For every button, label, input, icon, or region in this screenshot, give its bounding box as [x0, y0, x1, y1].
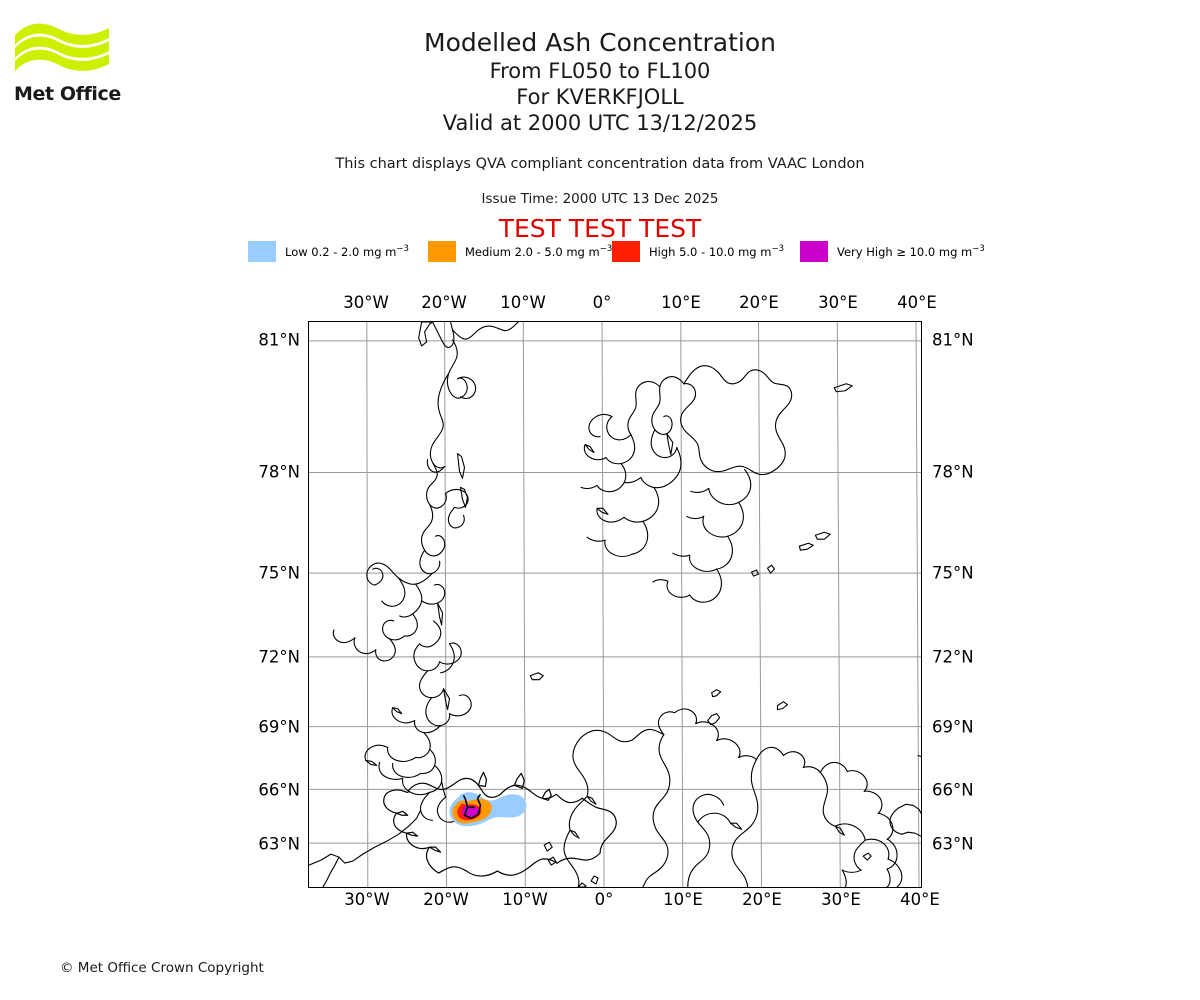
- gridline-lon-0°: [601, 322, 605, 887]
- lat-tick-right-69°N: 69°N: [932, 717, 974, 737]
- page-title: Modelled Ash Concentration: [424, 28, 776, 57]
- lat-tick-right-66°N: 66°N: [932, 780, 974, 800]
- gridline-lon-30°E: [836, 322, 841, 887]
- concentration-legend: Low 0.2 - 2.0 mg m−3 Medium 2.0 - 5.0 mg …: [0, 238, 1200, 264]
- lon-tick-top-20°E: 20°E: [739, 293, 779, 312]
- lat-tick-right-78°N: 78°N: [932, 462, 974, 482]
- legend-label-very-high: Very High ≥ 10.0 mg m−3: [837, 243, 985, 259]
- lat-tick-left-69°N: 69°N: [258, 717, 300, 737]
- coastline-shetland: [577, 875, 599, 887]
- legend-item-high: High 5.0 - 10.0 mg m−3: [612, 238, 784, 264]
- legend-swatch-high: [612, 240, 640, 262]
- ash-plume-contours: [449, 792, 527, 827]
- copyright-notice: © Met Office Crown Copyright: [60, 960, 264, 976]
- coastline-iceland: [383, 771, 617, 877]
- issue-time: Issue Time: 2000 UTC 13 Dec 2025: [481, 191, 719, 207]
- lat-tick-left-66°N: 66°N: [258, 780, 300, 800]
- map-plot-area[interactable]: [308, 321, 922, 888]
- coastline-greenland: [309, 322, 519, 887]
- legend-swatch-very-high: [800, 240, 828, 262]
- coastline-bear-island: [750, 569, 760, 577]
- lon-tick-bottom-20°W: 20°W: [423, 890, 469, 909]
- met-office-logo: Met Office: [14, 22, 134, 117]
- gridline-lon-10°E: [680, 322, 684, 887]
- lat-tick-left-72°N: 72°N: [258, 647, 300, 667]
- coastline-jan-mayen: [529, 672, 544, 681]
- lon-tick-top-30°E: 30°E: [818, 293, 858, 312]
- coastline-svalbard: [580, 365, 853, 603]
- lat-tick-left-75°N: 75°N: [258, 563, 300, 583]
- lon-tick-top-20°W: 20°W: [421, 293, 467, 312]
- test-banner: TEST TEST TEST: [498, 214, 702, 243]
- lat-tick-right-72°N: 72°N: [932, 647, 974, 667]
- lon-tick-bottom-0°: 0°: [594, 890, 614, 909]
- lon-tick-bottom-10°E: 10°E: [663, 890, 703, 909]
- lat-tick-right-75°N: 75°N: [932, 563, 974, 583]
- lon-tick-top-30°W: 30°W: [343, 293, 389, 312]
- legend-label-high: High 5.0 - 10.0 mg m−3: [649, 243, 784, 259]
- gridline-lon-40°E: [915, 322, 920, 887]
- lon-tick-bottom-20°E: 20°E: [742, 890, 782, 909]
- legend-item-very-high: Very High ≥ 10.0 mg m−3: [800, 238, 985, 264]
- gridline-lon-20°E: [758, 322, 763, 887]
- volcano-outline: [462, 793, 482, 820]
- lon-tick-top-10°E: 10°E: [661, 293, 701, 312]
- gridline-lon-30°W: [366, 322, 369, 887]
- chart-title-block: Modelled Ash Concentration From FL050 to…: [0, 28, 1200, 136]
- legend-item-low: Low 0.2 - 2.0 mg m−3: [248, 238, 409, 264]
- legend-item-medium: Medium 2.0 - 5.0 mg m−3: [428, 238, 612, 264]
- gridline-lon-10°W: [522, 322, 526, 887]
- lat-tick-right-81°N: 81°N: [932, 330, 974, 350]
- legend-label-medium: Medium 2.0 - 5.0 mg m−3: [465, 243, 613, 259]
- lon-tick-top-10°W: 10°W: [500, 293, 546, 312]
- graticule-gridlines: [309, 322, 921, 887]
- met-office-waves-icon: [15, 23, 109, 71]
- coastline-scandinavia: [563, 689, 921, 887]
- legend-swatch-low: [248, 240, 276, 262]
- logo-text: Met Office: [14, 83, 121, 105]
- map-canvas: [309, 322, 921, 887]
- title-flight-levels: From FL050 to FL100: [489, 59, 711, 83]
- lon-tick-top-40°E: 40°E: [897, 293, 937, 312]
- lon-tick-bottom-40°E: 40°E: [900, 890, 940, 909]
- title-valid-time: Valid at 2000 UTC 13/12/2025: [442, 111, 758, 135]
- lon-tick-top-0°: 0°: [592, 293, 612, 312]
- lat-tick-left-78°N: 78°N: [258, 462, 300, 482]
- lon-tick-bottom-30°W: 30°W: [344, 890, 390, 909]
- qva-note: This chart displays QVA compliant concen…: [335, 156, 865, 172]
- title-volcano: For KVERKFJOLL: [516, 85, 684, 109]
- lat-tick-right-63°N: 63°N: [932, 834, 974, 854]
- legend-swatch-medium: [428, 240, 456, 262]
- lat-tick-left-63°N: 63°N: [258, 834, 300, 854]
- lon-tick-bottom-30°E: 30°E: [821, 890, 861, 909]
- lat-tick-left-81°N: 81°N: [258, 330, 300, 350]
- gridline-lon-20°W: [444, 322, 448, 887]
- coastline-faroe-islands: [543, 841, 557, 866]
- legend-label-low: Low 0.2 - 2.0 mg m−3: [285, 243, 409, 259]
- lon-tick-bottom-10°W: 10°W: [502, 890, 548, 909]
